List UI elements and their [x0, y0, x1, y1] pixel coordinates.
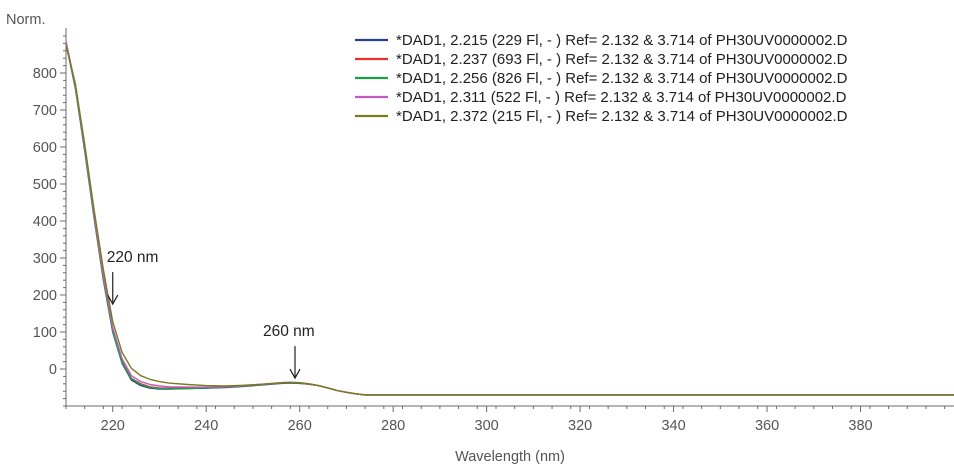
spectrum-lines — [65, 41, 954, 396]
y-tick-label: 0 — [49, 362, 57, 378]
legend-entry-4: *DAD1, 2.311 (522 Fl, - ) Ref= 2.132 & 3… — [396, 89, 847, 106]
x-tick-label: 280 — [381, 418, 405, 434]
legend-entry-2: *DAD1, 2.237 (693 Fl, - ) Ref= 2.132 & 3… — [396, 51, 848, 68]
annotation-label-2: 260 nm — [263, 323, 315, 340]
x-tick-label: 320 — [568, 418, 592, 434]
y-tick-label: 600 — [33, 140, 57, 156]
x-tick-label: 220 — [101, 418, 125, 434]
legend-entry-3: *DAD1, 2.256 (826 Fl, - ) Ref= 2.132 & 3… — [396, 70, 848, 87]
y-tick-label: 800 — [33, 66, 57, 82]
series-line-5 — [65, 45, 954, 396]
y-tick-label: 500 — [33, 177, 57, 193]
annotation-arrowhead-1 — [107, 294, 119, 306]
legend: *DAD1, 2.215 (229 Fl, - ) Ref= 2.132 & 3… — [355, 32, 848, 125]
x-tick-label: 260 — [288, 418, 312, 434]
y-tick-label: 200 — [33, 288, 57, 304]
legend-entry-1: *DAD1, 2.215 (229 Fl, - ) Ref= 2.132 & 3… — [396, 32, 848, 49]
y-tick-label: 400 — [33, 214, 57, 230]
x-axis-label: Wavelength (nm) — [455, 449, 565, 465]
x-tick-label: 340 — [661, 418, 685, 434]
annotation-label-1: 220 nm — [107, 249, 159, 266]
annotations: 220 nm 260 nm — [107, 249, 315, 380]
axes: 0 100 200 300 400 500 600 700 800 220 240 260 280 300… — [33, 28, 954, 434]
y-tick-label: 300 — [33, 251, 57, 267]
x-tick-label: 360 — [755, 418, 779, 434]
y-axis-label: Norm. — [6, 12, 45, 28]
x-tick-label: 300 — [475, 418, 499, 434]
x-tick-label: 380 — [848, 418, 872, 434]
legend-entry-5: *DAD1, 2.372 (215 Fl, - ) Ref= 2.132 & 3… — [396, 108, 848, 125]
y-tick-label: 700 — [33, 103, 57, 119]
y-tick-label: 100 — [33, 325, 57, 341]
annotation-arrowhead-2 — [289, 368, 301, 380]
x-tick-label: 240 — [194, 418, 218, 434]
